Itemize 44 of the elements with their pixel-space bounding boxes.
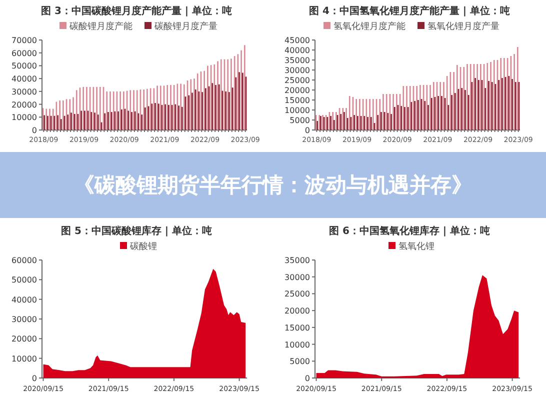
legend-label: 氢氧化锂月度产能 xyxy=(334,21,406,32)
y-tick-label: 10000 xyxy=(284,340,310,350)
y-tick-label: 30000 xyxy=(12,87,37,96)
chart-title: 图 6：中国氢氧化锂库存 | 单位：吨 xyxy=(328,225,490,237)
y-tick-label: 35000 xyxy=(284,256,310,265)
y-tick-label: 0 xyxy=(304,374,310,383)
y-tick-label: 20000 xyxy=(12,100,37,110)
y-tick-label: 25000 xyxy=(284,290,310,299)
y-tick-label: 20000 xyxy=(12,334,37,344)
y-tick-label: 10000 xyxy=(284,106,310,115)
chart-title: 图 3：中国碳酸锂月度产能产量 | 单位：吨 xyxy=(40,5,232,17)
y-tick-label: 60000 xyxy=(12,256,37,265)
y-tick-label: 30000 xyxy=(284,272,310,282)
legend-label: 碳酸锂月度产能 xyxy=(68,21,132,32)
legend-label: 氢氧化锂月度产量 xyxy=(428,21,500,32)
y-tick-label: 70000 xyxy=(12,36,37,45)
y-tick-label: 5000 xyxy=(290,116,310,125)
legend-label: 碳酸锂 xyxy=(129,241,157,252)
y-tick-label: 30000 xyxy=(284,66,310,75)
y-tick-label: 0 xyxy=(32,126,37,135)
y-tick-label: 20000 xyxy=(284,86,310,95)
y-tick-label: 15000 xyxy=(284,323,310,332)
y-tick-label: 25000 xyxy=(284,76,310,85)
y-tick-label: 50000 xyxy=(12,62,37,71)
y-tick-label: 60000 xyxy=(12,48,37,58)
y-tick-label: 0 xyxy=(32,374,37,383)
y-tick-label: 20000 xyxy=(284,306,310,316)
legend-label: 氢氧化锂 xyxy=(398,241,434,252)
y-tick-label: 15000 xyxy=(284,96,310,105)
chart-title: 图 4：中国氢氧化锂月度产能产量 | 单位：吨 xyxy=(308,5,510,17)
text: 《碳酸锂期货半年行情：波动与机遇并存》 xyxy=(0,152,546,218)
y-tick-label: 10000 xyxy=(12,354,37,364)
y-tick-label: 5000 xyxy=(290,357,310,366)
y-tick-label: 30000 xyxy=(12,315,37,324)
y-tick-label: 0 xyxy=(304,126,310,135)
y-tick-label: 40000 xyxy=(12,295,37,304)
y-tick-label: 50000 xyxy=(12,276,37,285)
y-tick-label: 40000 xyxy=(284,46,310,55)
y-tick-label: 40000 xyxy=(12,74,37,84)
y-tick-label: 10000 xyxy=(12,113,37,122)
y-tick-label: 35000 xyxy=(284,56,310,65)
y-tick-label: 45000 xyxy=(284,36,310,45)
chart-title: 图 5：中国碳酸锂库存 | 单位：吨 xyxy=(60,225,212,237)
legend-label: 碳酸锂月度产量 xyxy=(154,21,218,32)
